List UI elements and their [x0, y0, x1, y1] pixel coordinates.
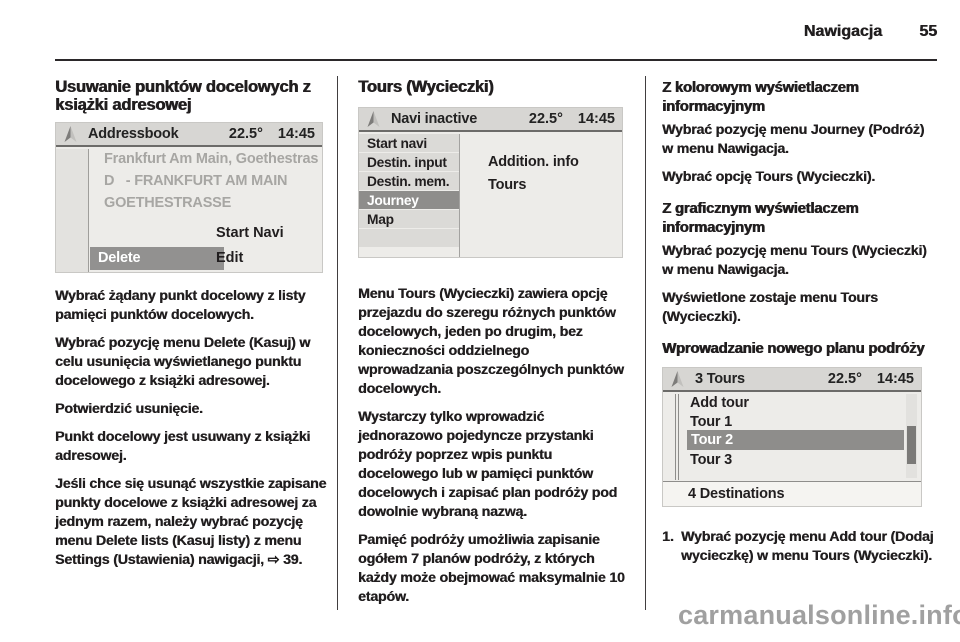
paragraph: Potwierdzić usunięcie. [55, 401, 203, 417]
status-bar: 4 Destinations [663, 481, 921, 506]
paragraph: Menu Tours (Wycieczki) zawiera opcję prz… [358, 286, 624, 397]
paragraph: Wybrać pozycję menu Delete (Kasuj) w cel… [55, 335, 311, 389]
subsection-heading: Z graficznym wyświetlaczem informacyjnym [662, 201, 859, 236]
header-rule [55, 59, 937, 61]
temperature-readout: 22.5° [827, 371, 862, 387]
display-header: Addressbook 22.5° 14:45 [56, 123, 322, 147]
subsection-heading: Wprowadzanie nowego planu podróży [662, 341, 925, 357]
temperature-readout: 22.5° [528, 111, 563, 127]
clock-readout: 14:45 [577, 111, 615, 127]
paragraph: Wybrać opcję Tours (Wycieczki). [662, 169, 875, 185]
list-item: Tour 3 [690, 452, 733, 468]
address-line: GOETHESTRASSE [104, 195, 232, 211]
display-header: Navi inactive 22.5° 14:45 [359, 108, 622, 132]
display-title: 3 Tours [695, 371, 745, 387]
paragraph: Wybrać pozycję menu Journey (Podróż) w m… [662, 122, 925, 157]
display-side-line [678, 394, 679, 480]
page-number: 55 [919, 23, 937, 40]
paragraph: Pamięć podróży umożliwia zapisanie ogółe… [358, 532, 625, 605]
submenu-option: Tours [488, 177, 527, 193]
address-line: Frankfurt Am Main, Goethestras [104, 151, 319, 167]
step-number: 1. [662, 529, 674, 545]
paragraph: Wybrać pozycję menu Tours (Wycieczki) w … [662, 243, 927, 278]
section-heading: Tours (Wycieczki) [358, 78, 494, 96]
display-side-line [675, 394, 676, 480]
paragraph: Jeśli chce się usunąć wszystkie zapisane… [55, 476, 327, 568]
middle-column: Tours (Wycieczki) Navi inactive 22.5° 14… [358, 76, 626, 616]
numbered-step: 1. Wybrać pozycję menu Add tour (Dodaj w… [662, 528, 936, 566]
column-divider-1 [337, 76, 338, 610]
menu-item: Start navi [359, 134, 459, 153]
clock-readout: 14:45 [876, 371, 914, 387]
navi-inactive-screenshot: Navi inactive 22.5° 14:45 Start navi Des… [358, 107, 623, 258]
temperature-readout: 22.5° [228, 126, 263, 142]
scrollbar-thumb [907, 426, 916, 464]
step-text: Wybrać pozycję menu Add tour (Dodaj wyci… [681, 529, 934, 564]
paragraph: Wyświetlone zostaje menu Tours (Wycieczk… [662, 290, 878, 325]
menu-item-selected: Journey [359, 191, 459, 210]
tours-screenshot: 3 Tours 22.5° 14:45 Add tour Tour 1 Tour… [662, 367, 922, 507]
display-menu: Start navi Destin. input Destin. mem. Jo… [359, 134, 459, 248]
address-line: D - FRANKFURT AM MAIN [104, 173, 288, 189]
edit-option: Edit [216, 250, 244, 266]
page-header-title: Nawigacja [803, 23, 882, 40]
navi-compass-icon [366, 111, 381, 127]
navi-compass-icon [63, 126, 78, 142]
delete-option-selected: Delete [90, 247, 224, 270]
paragraph: Punkt docelowy jest usuwany z książki ad… [55, 429, 311, 464]
display-title: Navi inactive [391, 111, 478, 127]
list-item: Tour 1 [690, 414, 733, 430]
watermark: carmanualsonline.info [678, 600, 960, 630]
display-title: Addressbook [88, 126, 179, 142]
start-navi-option: Start Navi [216, 225, 284, 241]
menu-item: Map [359, 210, 459, 229]
submenu-option: Addition. info [488, 154, 579, 170]
left-column: Usuwanie punktów docelowych z książki ad… [55, 76, 327, 579]
navi-compass-icon [670, 371, 685, 387]
paragraph: Wystarczy tylko wprowadzić jednorazowo p… [358, 409, 618, 520]
paragraph: Wybrać żądany punkt docelowy z listy pam… [55, 288, 306, 323]
right-column: Z kolorowym wyświetlaczem informacyjnym … [662, 76, 936, 566]
list-item-selected: Tour 2 [687, 430, 904, 450]
menu-item: Destin. input [359, 153, 459, 172]
menu-separator-line [459, 134, 460, 257]
subsection-heading: Z kolorowym wyświetlaczem informacyjnym [662, 80, 859, 115]
display-header: 3 Tours 22.5° 14:45 [663, 368, 921, 392]
clock-readout: 14:45 [277, 126, 315, 142]
list-item: Add tour [690, 395, 749, 411]
section-heading: Usuwanie punktów docelowych z książki ad… [55, 78, 311, 114]
menu-item: Destin. mem. [359, 172, 459, 191]
display-side-strip [56, 149, 89, 272]
menu-item-empty [359, 229, 459, 248]
addressbook-screenshot: Addressbook 22.5° 14:45 Frankfurt Am Mai… [55, 122, 323, 273]
column-divider-2 [645, 76, 646, 610]
